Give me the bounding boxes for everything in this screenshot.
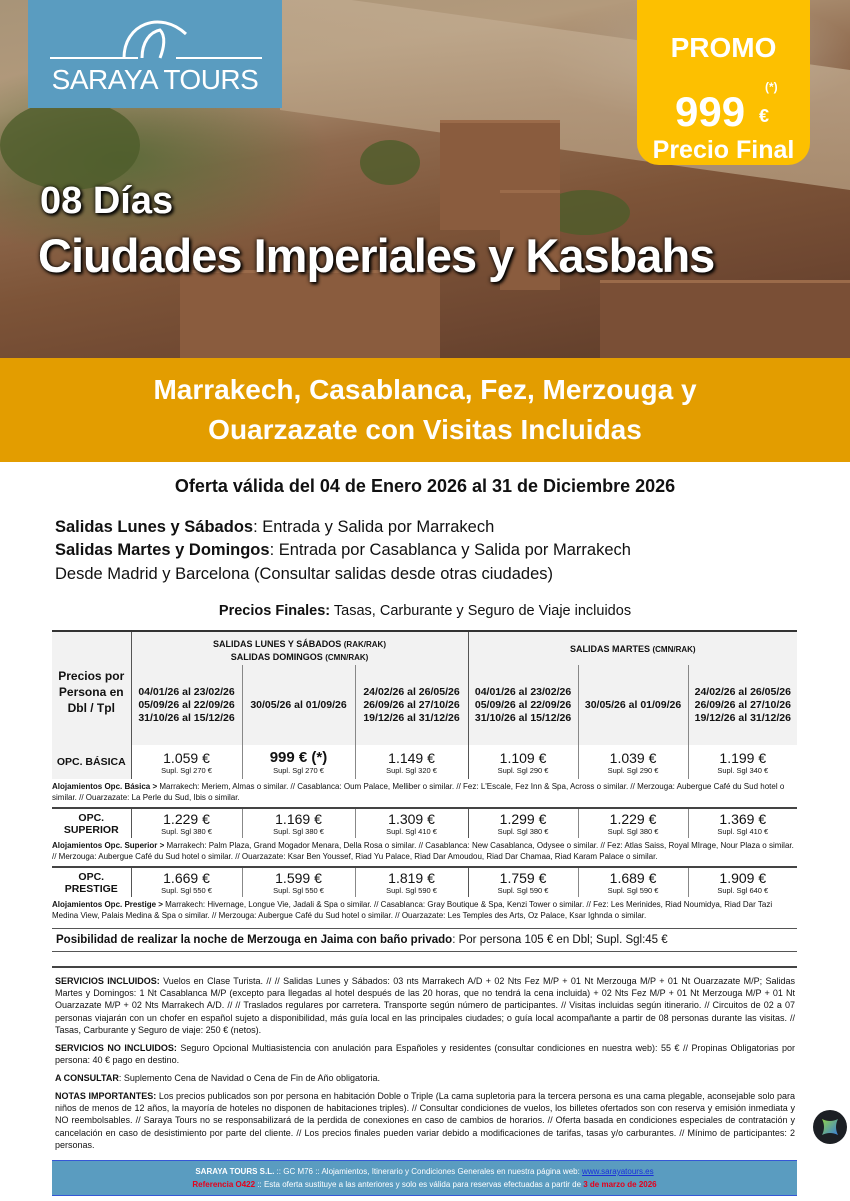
- price-table: Precios por Persona en Dbl / Tpl SALIDAS…: [52, 630, 798, 923]
- route-banner: Marrakech, Casablanca, Fez, Merzouga y O…: [0, 358, 850, 462]
- assistant-icon[interactable]: [813, 1110, 847, 1144]
- price-cell: 1.229 € Supl. Sgl 380 €: [161, 811, 212, 836]
- price-cell: 1.039 € Supl. Sgl 290 €: [577, 745, 689, 779]
- services-not-included: SERVICIOS NO INCLUIDOS: Seguro Opcional …: [55, 1043, 795, 1066]
- promo-currency: €: [759, 106, 770, 126]
- option-name: OPC. SUPERIOR: [52, 808, 132, 838]
- price-cell: 999 € (*) Supl. Sgl 270 €: [241, 745, 355, 779]
- option-name: OPC. BÁSICA: [52, 745, 132, 779]
- price-cell: 1.169 € Supl. Sgl 380 €: [241, 808, 355, 838]
- departure-line: Desde Madrid y Barcelona (Consultar sali…: [55, 565, 554, 583]
- price-cell: 1.599 € Supl. Sgl 550 €: [241, 867, 355, 897]
- price-cell: 1.689 € Supl. Sgl 590 €: [577, 867, 689, 897]
- group-header-tue: SALIDAS MARTES (CMN/RAK): [467, 631, 798, 665]
- important-notes: NOTAS IMPORTANTES: Los precios publicado…: [55, 1091, 795, 1150]
- table-row: OPC. BÁSICA 1.059 € Supl. Sgl 270 € 999 € (…: [52, 745, 798, 779]
- brand-name: SARAYA TOURS: [51, 64, 259, 95]
- divider: [52, 966, 797, 968]
- route-line-2: Ouarzazate con Visitas Incluidas: [208, 414, 642, 445]
- price-cell: 1.309 € Supl. Sgl 410 €: [354, 808, 469, 838]
- promo-price: 999: [675, 88, 746, 135]
- price-cell: 1.149 € Supl. Sgl 320 €: [354, 745, 469, 779]
- services-included: SERVICIOS INCLUIDOS: Vuelos en Clase Tur…: [55, 976, 795, 1035]
- promo-final-label: Precio Final: [652, 136, 795, 164]
- price-cell: 1.059 € Supl. Sgl 270 €: [161, 749, 212, 775]
- price-cell: 1.229 € Supl. Sgl 380 €: [577, 808, 689, 838]
- website-link[interactable]: www.sarayatours.es: [582, 1167, 654, 1176]
- saraya-tours-logo: SARAYA TOURS: [28, 0, 282, 108]
- option-name: OPC. PRESTIGE: [52, 867, 132, 897]
- prices-intro: Precios Finales: Tasas, Carburante y Seg…: [218, 603, 632, 619]
- price-cell: 1.109 € Supl. Sgl 290 €: [467, 745, 579, 779]
- price-cell: 1.299 € Supl. Sgl 380 €: [467, 808, 579, 838]
- promo-asterisk: (*): [765, 80, 778, 94]
- table-row: OPC. PRESTIGE 1.669 € Supl. Sgl 550 € 1.599…: [52, 867, 798, 897]
- accommodation-row: Alojamientos Opc. Superior > Marrakech: …: [52, 841, 794, 861]
- price-cell: 1.199 € Supl. Sgl 340 €: [687, 745, 798, 779]
- promo-badge: PROMO (*) 999 € Precio Final: [637, 0, 810, 165]
- table-corner-header: Precios por Persona en Dbl / Tpl: [52, 631, 132, 745]
- departure-line: Salidas Lunes y Sábados: Entrada y Salid…: [55, 518, 495, 536]
- promo-label: PROMO: [670, 32, 777, 63]
- table-row: OPC. SUPERIOR 1.229 € Supl. Sgl 380 € 1.169…: [52, 808, 798, 838]
- logo-arch-icon: [122, 20, 188, 59]
- group-header-mon-sat: SALIDAS LUNES Y SÁBADOS (RAK/RAK) SALIDAS…: [131, 631, 469, 665]
- jaima-option: Posibilidad de realizar la noche de Merz…: [52, 928, 797, 952]
- period-header: 04/01/26 al 23/02/26 05/09/26 al 22/09/26…: [467, 665, 579, 745]
- price-cell: 1.909 € Supl. Sgl 640 €: [687, 867, 798, 897]
- departure-line: Salidas Martes y Domingos: Entrada por C…: [55, 541, 631, 559]
- price-cell: 1.669 € Supl. Sgl 550 €: [161, 870, 212, 895]
- period-header: 04/01/26 al 23/02/26 05/09/26 al 22/09/26…: [138, 685, 235, 724]
- period-header: 30/05/26 al 01/09/26: [241, 665, 355, 745]
- trip-duration: 08 Días: [40, 180, 174, 222]
- page-title: Ciudades Imperiales y Kasbahs: [38, 229, 715, 282]
- to-consult: A CONSULTAR: Suplemento Cena de Navidad …: [55, 1073, 381, 1083]
- price-cell: 1.819 € Supl. Sgl 590 €: [354, 867, 469, 897]
- accommodation-row: Alojamientos Opc. Básica > Marrakech: Me…: [52, 782, 785, 802]
- route-line-1: Marrakech, Casablanca, Fez, Merzouga y: [153, 374, 697, 405]
- footer: SARAYA TOURS S.L. :: GC M76 :: Alojamien…: [52, 1160, 797, 1196]
- period-header: 24/02/26 al 26/05/26 26/09/26 al 27/10/26…: [354, 665, 469, 745]
- period-header: 30/05/26 al 01/09/26: [577, 665, 689, 745]
- price-cell: 1.759 € Supl. Sgl 590 €: [467, 867, 579, 897]
- price-cell: 1.369 € Supl. Sgl 410 €: [687, 808, 798, 838]
- accommodation-row: Alojamientos Opc. Prestige > Marrakech: …: [52, 900, 773, 920]
- period-header: 24/02/26 al 26/05/26 26/09/26 al 27/10/26…: [687, 665, 798, 745]
- validity-text: Oferta válida del 04 de Enero 2026 al 31…: [174, 476, 676, 496]
